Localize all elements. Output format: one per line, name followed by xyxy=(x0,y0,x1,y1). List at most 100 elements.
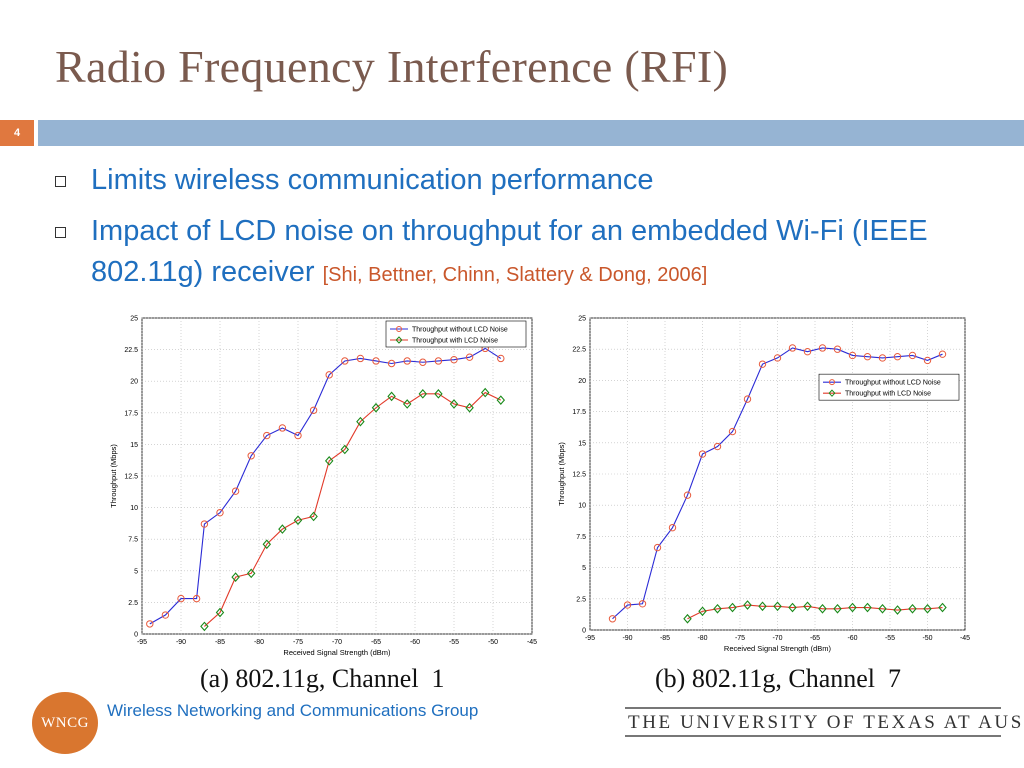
data-point xyxy=(923,603,932,614)
data-point xyxy=(262,539,272,550)
data-point xyxy=(653,543,662,552)
chart-channel-1: -95 -90 -85 -80 -75 -70 -65 -60 -55 -50 -45 0 2.5 5 7.… xyxy=(102,310,542,662)
y-tick-label: 7.5 xyxy=(576,534,586,541)
x-tick-label: -95 xyxy=(137,639,147,646)
chart-channel-7-svg: -95 -90 -85 -80 -75 -70 -65 -60 -55 -50 -45 0 2.5 5 7.… xyxy=(557,316,970,654)
x-tick-label: -55 xyxy=(885,635,895,642)
data-point xyxy=(773,601,782,612)
data-point xyxy=(309,511,318,522)
data-point xyxy=(698,450,707,458)
legend-marker xyxy=(395,336,403,344)
data-point xyxy=(231,487,240,495)
citation: [Shi, Bettner, Chinn, Slattery & Dong, 2… xyxy=(322,264,708,286)
x-tick-label: -50 xyxy=(488,639,498,646)
data-point xyxy=(743,600,752,610)
data-point xyxy=(341,357,349,365)
data-point xyxy=(713,442,722,451)
data-point xyxy=(893,352,902,361)
y-tick-label: 2.5 xyxy=(576,596,586,603)
data-point xyxy=(372,357,380,365)
data-point xyxy=(863,602,872,613)
bullet-text: Limits wireless communication performanc… xyxy=(91,164,654,196)
y-tick-label: 10 xyxy=(578,503,586,510)
square-bullet-icon xyxy=(55,227,66,238)
x-tick-label: -45 xyxy=(960,635,970,642)
data-point xyxy=(263,431,271,440)
data-point xyxy=(908,351,917,360)
y-tick-label: 0 xyxy=(582,628,586,635)
x-tick-label: -80 xyxy=(697,635,707,642)
data-point xyxy=(465,402,474,413)
y-tick-label: 5 xyxy=(134,568,138,575)
legend-marker xyxy=(396,326,402,332)
data-point xyxy=(434,357,443,365)
data-point xyxy=(356,416,365,427)
legend-label: Throughput with LCD Noise xyxy=(412,338,498,345)
wncg-logo-text: WNCG xyxy=(41,714,89,731)
y-tick-label: 7.5 xyxy=(128,537,138,544)
x-tick-label: -75 xyxy=(293,639,303,646)
data-point xyxy=(683,491,692,499)
x-tick-label: -65 xyxy=(371,639,381,646)
x-axis-label: Received Signal Strength (dBm) xyxy=(724,644,832,653)
legend-marker xyxy=(828,389,836,397)
data-point xyxy=(293,515,303,526)
legend-label: Throughput with LCD Noise xyxy=(845,391,931,398)
data-point xyxy=(371,402,381,413)
data-point xyxy=(833,345,842,353)
data-point xyxy=(908,603,917,614)
data-point xyxy=(449,399,459,409)
data-point xyxy=(848,351,857,360)
y-tick-label: 5 xyxy=(582,565,586,572)
data-point xyxy=(434,389,443,399)
x-tick-label: -60 xyxy=(847,635,857,642)
y-tick-label: 10 xyxy=(130,505,138,512)
data-point xyxy=(247,452,255,460)
data-point xyxy=(923,356,932,365)
data-point xyxy=(324,455,334,466)
data-point xyxy=(325,371,333,379)
series-line-0 xyxy=(612,347,943,620)
chart-channel-1-svg: -95 -90 -85 -80 -75 -70 -65 -60 -55 -50 -45 0 2.5 5 7.… xyxy=(109,316,537,658)
y-tick-label: 25 xyxy=(578,316,586,323)
data-point xyxy=(788,344,797,352)
y-axis-label: Throughput (Mbps) xyxy=(557,442,566,506)
data-point xyxy=(758,601,767,612)
data-point xyxy=(294,431,302,440)
legend-marker xyxy=(829,379,835,386)
data-point xyxy=(773,354,782,362)
x-tick-label: -80 xyxy=(254,639,264,646)
data-point xyxy=(146,620,154,628)
x-tick-label: -55 xyxy=(449,639,459,646)
data-point xyxy=(713,603,722,614)
x-tick-label: -95 xyxy=(585,635,595,642)
data-point xyxy=(387,391,396,402)
chart-caption-a: (a) 802.11g, Channel 1 xyxy=(200,664,445,693)
y-tick-label: 20 xyxy=(130,379,138,386)
x-tick-label: -85 xyxy=(215,639,225,646)
legend-box xyxy=(385,320,527,348)
data-point xyxy=(743,395,752,403)
x-tick-label: -60 xyxy=(410,639,420,646)
y-tick-label: 22.5 xyxy=(572,347,586,354)
data-point xyxy=(387,359,396,368)
data-point xyxy=(818,603,827,614)
data-point xyxy=(938,350,947,358)
chart-caption-b: (b) 802.11g, Channel 7 xyxy=(655,664,901,693)
x-tick-label: -70 xyxy=(332,639,342,646)
data-point xyxy=(803,347,812,356)
x-tick-label: -65 xyxy=(810,635,820,642)
y-tick-label: 12.5 xyxy=(572,472,586,479)
ut-rule-top xyxy=(625,707,1001,709)
data-point xyxy=(278,424,287,432)
data-point xyxy=(803,601,812,612)
data-point xyxy=(216,508,224,517)
data-point xyxy=(419,358,427,366)
slide-number: 4 xyxy=(0,120,34,146)
data-point xyxy=(878,603,887,614)
data-point xyxy=(728,602,737,613)
y-tick-label: 15 xyxy=(130,442,138,449)
data-point xyxy=(728,427,737,436)
x-tick-label: -50 xyxy=(922,635,932,642)
data-point xyxy=(278,524,287,534)
